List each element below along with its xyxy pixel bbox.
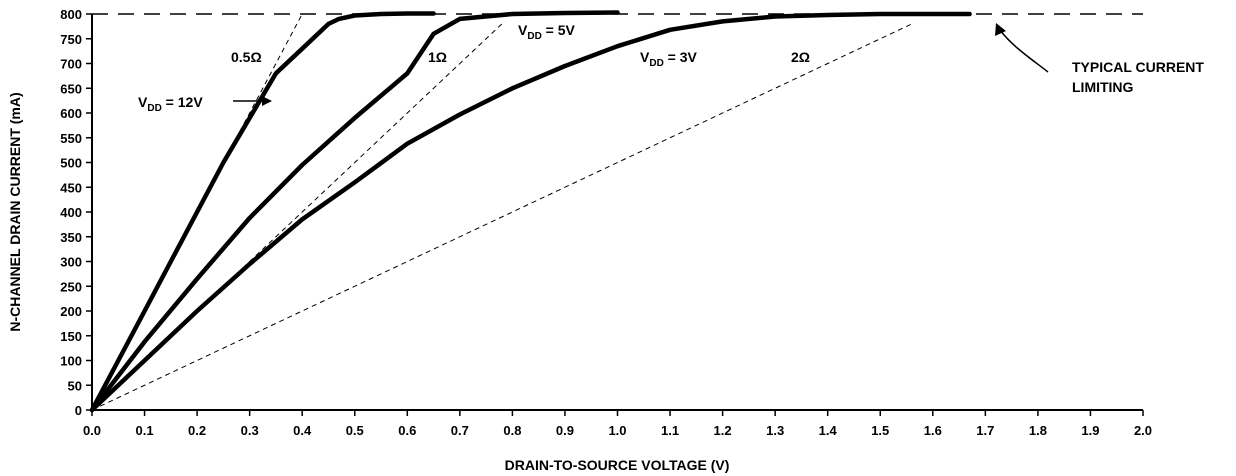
arrow-vdd-12v-head [262, 96, 272, 106]
arrow-current-limit-head [995, 23, 1006, 36]
label-vdd-12v-rest: = 12V [162, 94, 204, 110]
y-tick-label: 150 [60, 329, 82, 344]
x-tick-label: 1.8 [1029, 423, 1047, 438]
series-line-1 [89, 10, 620, 413]
series-line-0 [89, 11, 436, 413]
y-tick-label: 450 [60, 180, 82, 195]
series-line-4 [91, 23, 503, 411]
y-tick-label: 800 [60, 7, 82, 22]
label-current-limit-line1: TYPICAL CURRENT [1072, 59, 1204, 75]
label-0-5-ohm: 0.5Ω [231, 49, 262, 65]
label-vdd-3v-sub: DD [649, 58, 663, 69]
x-tick-label: 0.5 [346, 423, 364, 438]
label-vdd-3v-rest: = 3V [664, 49, 698, 65]
y-tick-label: 250 [60, 279, 82, 294]
y-tick-label: 750 [60, 32, 82, 47]
arrow-current-limit-curve [999, 29, 1049, 73]
x-tick-label: 0.1 [136, 423, 154, 438]
x-tick-label: 1.7 [976, 423, 994, 438]
label-vdd-3v: VDD = 3V [640, 49, 698, 69]
label-vdd-5v-main: V [518, 22, 528, 38]
x-tick-label: 1.5 [871, 423, 889, 438]
label-1-ohm: 1Ω [428, 49, 447, 65]
series-line-3 [91, 13, 303, 411]
series-layer [89, 10, 1143, 413]
y-tick-label: 700 [60, 57, 82, 72]
y-tick-label: 550 [60, 131, 82, 146]
x-tick-label: 1.1 [661, 423, 679, 438]
y-tick-label: 600 [60, 106, 82, 121]
label-current-limit-line2: LIMITING [1072, 79, 1134, 95]
y-tick-label: 200 [60, 304, 82, 319]
y-tick-label: 300 [60, 255, 82, 270]
y-tick-label: 0 [75, 403, 82, 418]
label-vdd-3v-main: V [640, 49, 650, 65]
label-vdd-5v-rest: = 5V [542, 22, 576, 38]
y-axis-ticks: 0 50 100 150 200 250 300 350 400 450 500 550 600 650 7… [60, 7, 92, 418]
x-tick-label: 2.0 [1134, 423, 1152, 438]
y-axis-title: N-CHANNEL DRAIN CURRENT (mA) [7, 92, 23, 331]
label-vdd-5v: VDD = 5V [518, 22, 576, 42]
x-tick-label: 0.8 [503, 423, 521, 438]
x-tick-label: 0.3 [241, 423, 259, 438]
series-line-5 [91, 23, 913, 411]
label-vdd-12v: VDD = 12V [138, 94, 203, 114]
x-tick-label: 0.9 [556, 423, 574, 438]
x-tick-label: 1.3 [766, 423, 784, 438]
x-tick-label: 1.4 [819, 423, 838, 438]
x-tick-label: 1.2 [714, 423, 732, 438]
y-tick-label: 400 [60, 205, 82, 220]
x-tick-label: 0.2 [188, 423, 206, 438]
x-axis-ticks: 0.0 0.1 0.2 0.3 0.4 0.5 0.6 0.7 0.8 0.9 1.0 1.1 1.2 1… [83, 410, 1152, 438]
series-line-2 [89, 11, 972, 413]
x-tick-label: 0.6 [398, 423, 416, 438]
y-tick-label: 350 [60, 230, 82, 245]
label-vdd-5v-sub: DD [527, 31, 541, 42]
y-tick-label: 500 [60, 156, 82, 171]
y-tick-label: 50 [68, 378, 82, 393]
x-axis-title: DRAIN-TO-SOURCE VOLTAGE (V) [505, 457, 730, 473]
label-vdd-12v-main: V [138, 94, 148, 110]
y-tick-label: 100 [60, 354, 82, 369]
y-tick-label: 650 [60, 81, 82, 96]
label-vdd-12v-sub: DD [147, 103, 161, 114]
x-tick-label: 1.0 [608, 423, 626, 438]
x-tick-label: 0.7 [451, 423, 469, 438]
x-tick-label: 1.6 [924, 423, 942, 438]
label-2-ohm: 2Ω [791, 49, 810, 65]
x-tick-label: 1.9 [1081, 423, 1099, 438]
x-tick-label: 0.0 [83, 423, 101, 438]
x-tick-label: 0.4 [293, 423, 312, 438]
